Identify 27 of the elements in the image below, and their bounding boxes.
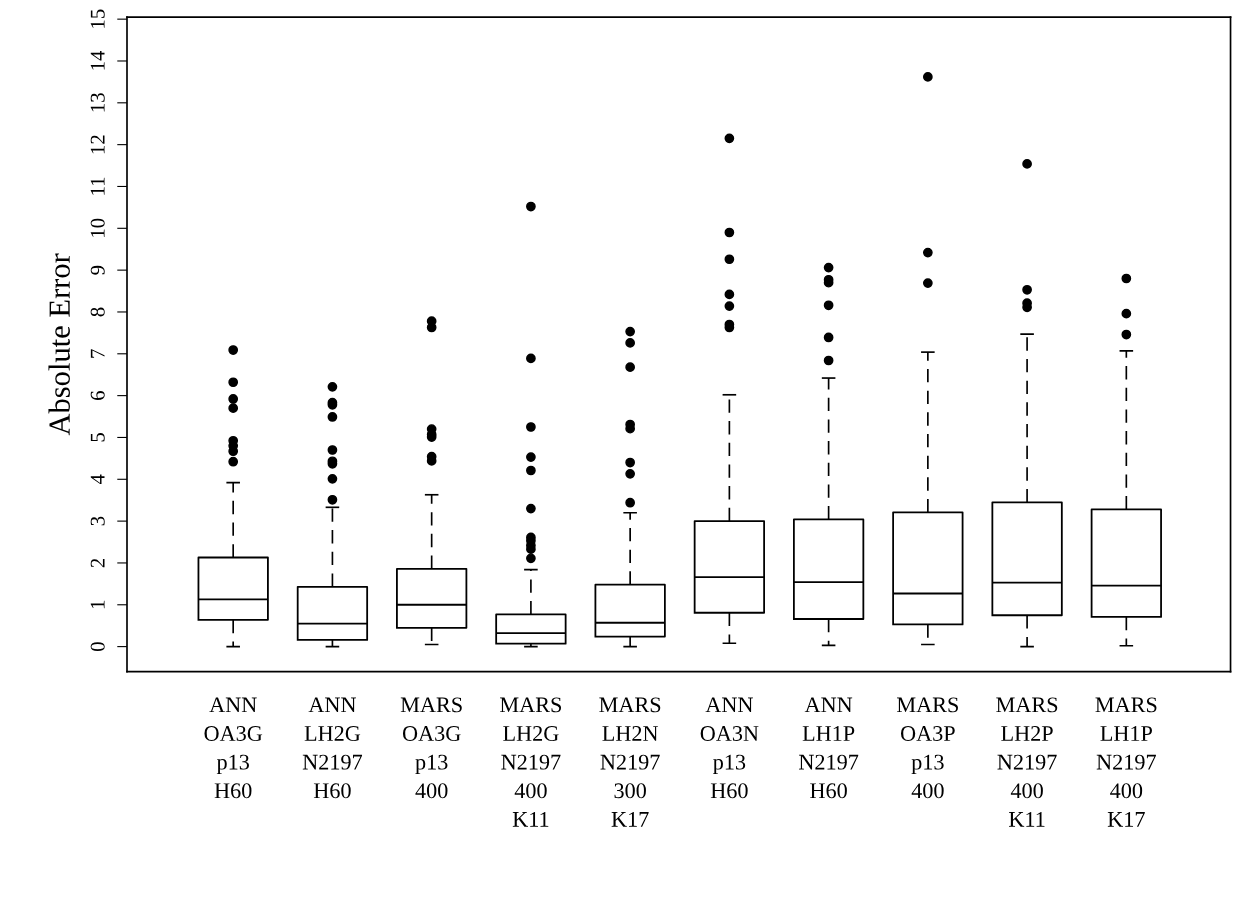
y-tick-label: 3 <box>90 516 105 526</box>
x-tick-label: ANN OA3G p13 H60 <box>204 697 263 799</box>
x-tick-label: ANN LH2G N2197 H60 <box>302 697 363 799</box>
x-tick-label: ANN OA3N p13 H60 <box>700 697 759 799</box>
x-tick-label: MARS LH2G N2197 400 K11 <box>500 697 562 827</box>
y-tick-label: 15 <box>90 9 105 28</box>
y-tick-label: 13 <box>90 93 105 112</box>
y-tick-label: 14 <box>90 50 105 70</box>
y-tick-label: 7 <box>90 349 105 358</box>
y-tick-label: 12 <box>90 135 105 154</box>
y-tick-label: 11 <box>90 177 105 195</box>
x-tick-label: MARS LH2P N2197 400 K11 <box>996 697 1058 827</box>
y-tick-label: 5 <box>90 433 105 442</box>
x-tick-label: MARS LH2N N2197 300 K17 <box>599 697 661 827</box>
y-tick-label: 9 <box>90 265 105 275</box>
x-tick-label: MARS OA3P p13 400 <box>897 697 958 799</box>
y-tick-label: 2 <box>90 558 105 568</box>
y-tick-label: 0 <box>90 642 105 652</box>
x-tick-label: MARS LH1P N2197 400 K17 <box>1095 697 1157 827</box>
y-tick-label: 10 <box>90 218 105 237</box>
y-tick-label: 1 <box>90 600 105 609</box>
x-tick-label: MARS OA3G p13 400 <box>400 697 462 799</box>
y-tick-label: 6 <box>90 391 105 400</box>
y-axis-title: Absolute Error <box>48 253 70 436</box>
y-tick-label: 8 <box>90 307 105 317</box>
y-tick-label: 4 <box>90 474 105 485</box>
x-tick-label: ANN LH1P N2197 H60 <box>799 697 859 799</box>
